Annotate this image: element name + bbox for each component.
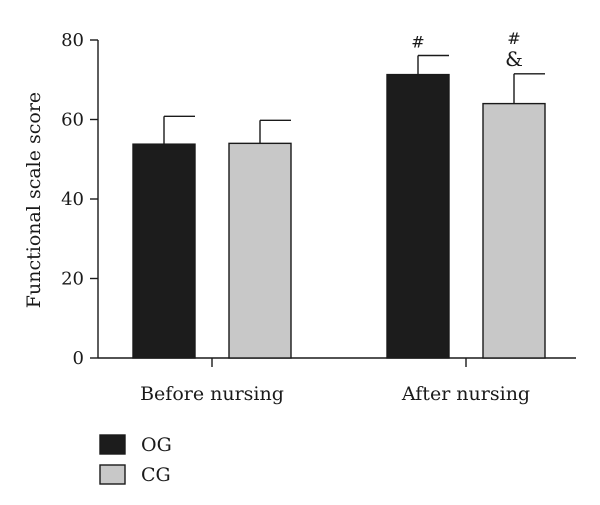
axes: 0 20 40 60 80 Before nursing After nursing xyxy=(61,30,576,405)
annotations: # #& xyxy=(411,29,523,71)
bar-og xyxy=(132,143,196,359)
y-tick-label: 80 xyxy=(61,30,84,51)
bar-cg xyxy=(228,142,292,359)
x-tick-label: After nursing xyxy=(401,383,530,405)
y-tick-label: 20 xyxy=(61,269,84,290)
significance-marker: # xyxy=(411,33,424,52)
bar-og xyxy=(386,73,450,359)
significance-marker: # xyxy=(507,29,520,48)
legend-swatch-og xyxy=(99,434,126,455)
error-bars xyxy=(163,54,545,145)
significance-marker: & xyxy=(505,47,523,71)
legend: OG CG xyxy=(99,434,172,486)
y-tick-label: 40 xyxy=(61,189,84,210)
y-tick-label: 60 xyxy=(61,110,84,131)
bar-cg xyxy=(482,102,546,359)
y-axis-title: Functional scale score xyxy=(23,92,45,308)
bars xyxy=(132,73,546,359)
x-tick-label: Before nursing xyxy=(140,383,284,405)
legend-label-cg: CG xyxy=(141,464,171,486)
legend-swatch-cg xyxy=(99,464,126,485)
legend-label-og: OG xyxy=(141,434,172,456)
y-tick-label: 0 xyxy=(73,348,84,369)
